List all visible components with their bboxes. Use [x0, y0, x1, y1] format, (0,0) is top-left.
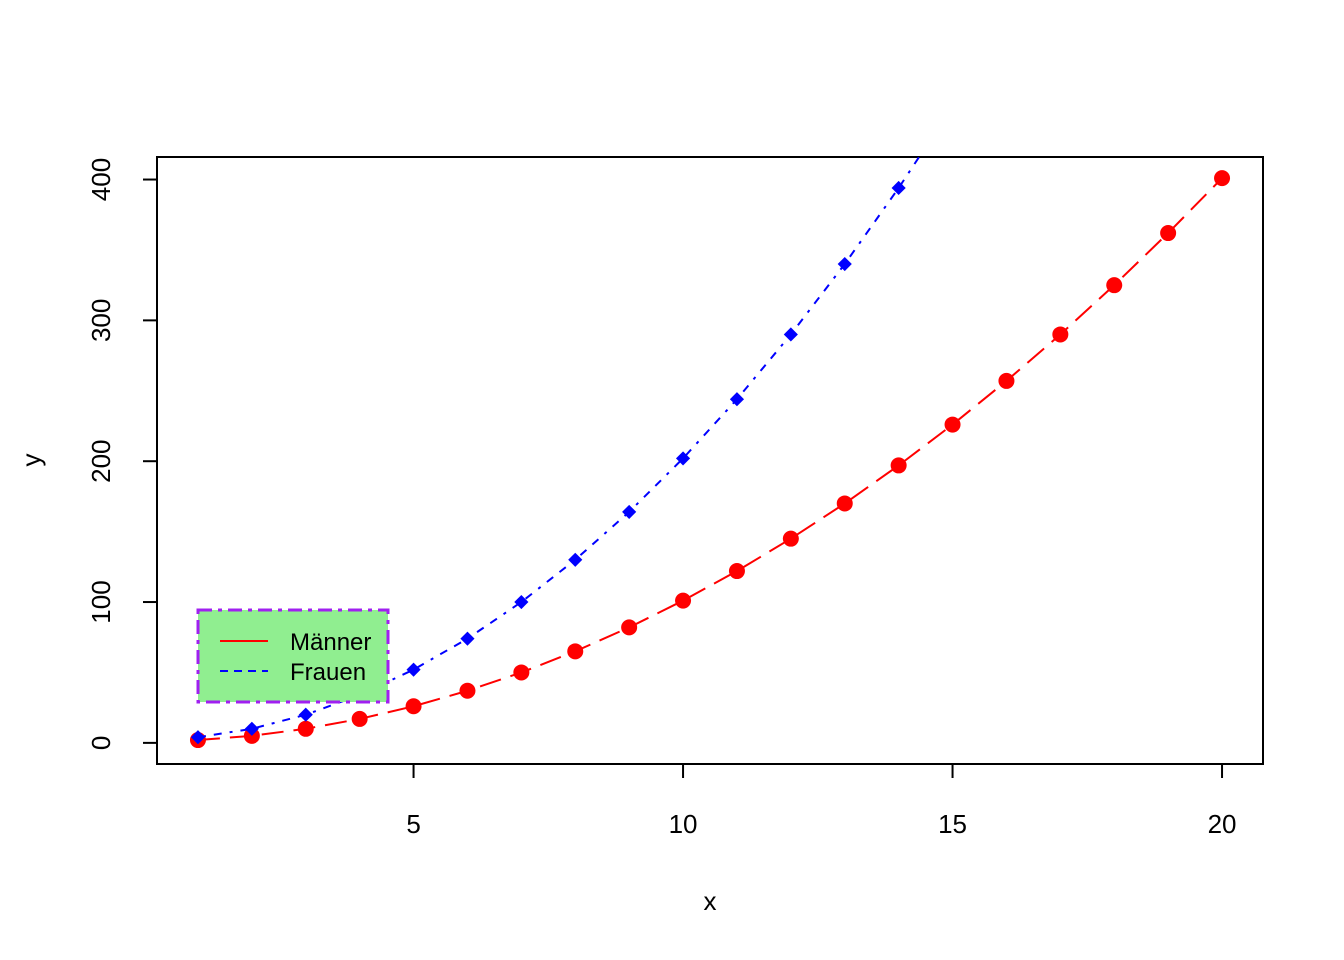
- y-tick-label: 100: [86, 580, 116, 623]
- point: [836, 495, 853, 512]
- point: [514, 594, 529, 610]
- point: [622, 504, 637, 519]
- y-tick-label: 400: [86, 158, 116, 201]
- point: [459, 682, 476, 699]
- point: [728, 563, 745, 580]
- point: [782, 530, 799, 547]
- legend-label: Frauen: [290, 659, 366, 686]
- series-line: [197, 177, 1223, 742]
- point: [890, 457, 907, 474]
- point: [351, 710, 368, 727]
- point: [729, 392, 745, 407]
- x-tick-label: 15: [938, 809, 967, 839]
- point: [406, 662, 421, 677]
- point: [675, 451, 691, 466]
- point: [1106, 277, 1123, 294]
- y-tick-label: 200: [86, 440, 116, 483]
- point: [944, 416, 961, 433]
- point: [567, 643, 584, 660]
- point: [675, 592, 692, 609]
- point: [298, 707, 313, 722]
- x-tick-label: 10: [669, 809, 698, 839]
- point: [998, 372, 1015, 389]
- point: [405, 698, 422, 715]
- point: [244, 721, 259, 736]
- point: [891, 180, 906, 196]
- point: [460, 631, 475, 646]
- plot-area: [189, 12, 1231, 749]
- point: [568, 552, 583, 567]
- point: [621, 619, 638, 636]
- y-tick-label: 0: [86, 736, 116, 750]
- point: [945, 99, 959, 113]
- point: [513, 664, 530, 681]
- point: [190, 730, 206, 745]
- x-tick-label: 5: [406, 809, 420, 839]
- point: [297, 720, 314, 737]
- x-axis-label: x: [704, 886, 717, 916]
- point: [999, 12, 1013, 26]
- legend-box: [196, 608, 390, 704]
- y-axis-label: y: [16, 454, 46, 467]
- point: [783, 327, 798, 342]
- point: [1052, 326, 1069, 343]
- point: [837, 256, 852, 272]
- legend-label: Männer: [290, 629, 371, 656]
- y-tick-label: 300: [86, 299, 116, 342]
- x-tick-label: 20: [1208, 809, 1237, 839]
- point: [1214, 170, 1231, 187]
- point: [1160, 225, 1177, 242]
